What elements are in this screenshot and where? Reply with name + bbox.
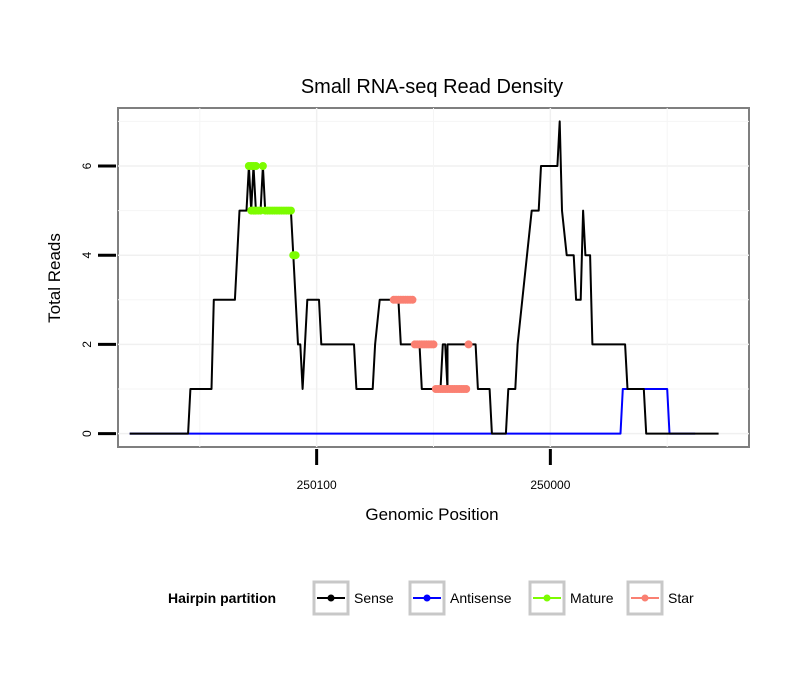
legend-title: Hairpin partition xyxy=(168,590,276,606)
legend-label: Antisense xyxy=(450,590,512,606)
series-star xyxy=(389,295,473,394)
series-mature xyxy=(244,161,300,260)
data-point-star xyxy=(462,385,471,394)
legend-key-point xyxy=(423,594,431,602)
legend-entry-sense: Sense xyxy=(312,580,394,616)
data-point-star xyxy=(408,295,417,304)
x-tick-label: 250000 xyxy=(530,478,570,492)
data-point-star xyxy=(429,340,438,349)
legend-entry-star: Star xyxy=(626,580,694,616)
y-tick-label: 2 xyxy=(80,341,94,348)
legend-label: Sense xyxy=(354,590,394,606)
chart-title: Small RNA-seq Read Density xyxy=(301,76,563,98)
legend-label: Mature xyxy=(570,590,614,606)
x-axis: 250100 250000 xyxy=(297,449,571,492)
data-point-mature xyxy=(291,251,300,260)
y-axis-title: Total Reads xyxy=(45,233,64,323)
legend-key-point xyxy=(543,594,551,602)
legend-label: Star xyxy=(668,590,694,606)
data-point-star xyxy=(464,340,473,349)
data-point-mature xyxy=(258,161,267,170)
legend-entry-mature: Mature xyxy=(528,580,614,616)
y-tick-label: 6 xyxy=(80,162,94,169)
y-tick-label: 4 xyxy=(80,252,94,259)
data-point-mature xyxy=(251,161,260,170)
legend-key-point xyxy=(327,594,335,602)
x-axis-title: Genomic Position xyxy=(365,505,498,524)
legend-entry-antisense: Antisense xyxy=(408,580,512,616)
data-point-mature xyxy=(286,206,295,215)
x-tick-label: 250100 xyxy=(297,478,337,492)
y-tick-label: 0 xyxy=(80,430,94,437)
series-layer xyxy=(129,120,719,435)
legend-key-point xyxy=(641,594,649,602)
y-axis: 0 2 4 6 xyxy=(80,162,116,437)
legend: Hairpin partition Sense Antisense Mature St… xyxy=(168,580,694,616)
